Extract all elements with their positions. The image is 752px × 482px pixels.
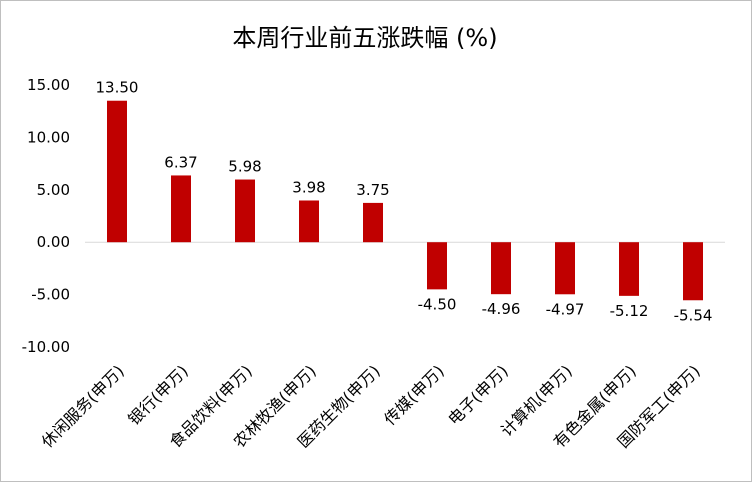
data-label: -5.12: [610, 302, 649, 320]
y-tick-label: 0.00: [37, 233, 70, 251]
bar: [363, 202, 383, 243]
bars: [107, 100, 703, 301]
x-tick-label: 休闲服务(申万): [38, 361, 128, 451]
chart-title: 本周行业前五涨跌幅 (%): [232, 24, 497, 52]
bar: [107, 100, 127, 243]
x-tick-label: 传媒(申万): [380, 361, 448, 429]
x-tick-label: 银行(申万): [124, 361, 192, 429]
data-label: 3.75: [356, 181, 389, 199]
bar: [171, 175, 191, 243]
bar: [683, 242, 703, 301]
bar: [619, 242, 639, 296]
data-label: 6.37: [164, 153, 197, 171]
bar: [555, 242, 575, 295]
y-tick-label: 10.00: [27, 128, 70, 146]
data-label: 3.98: [292, 178, 325, 196]
data-label: -4.96: [482, 300, 521, 318]
data-label: -4.97: [546, 300, 585, 318]
x-tick-label: 电子(申万): [444, 361, 512, 429]
y-axis-ticks: 15.00 10.00 5.00 0.00 -5.00 -10.00: [22, 76, 70, 356]
data-label: -5.54: [674, 306, 713, 324]
bar: [491, 242, 511, 295]
data-label: 5.98: [228, 158, 261, 176]
bar: [235, 179, 255, 243]
data-labels: 13.50 6.37 5.98 3.98 3.75 -4.50 -4.96 -4.97 -5.1…: [96, 79, 713, 325]
bar: [427, 242, 447, 290]
y-tick-label: 5.00: [37, 181, 70, 199]
data-label: 13.50: [96, 79, 139, 97]
x-axis-ticks: 休闲服务(申万)银行(申万)食品饮料(申万)农林牧渔(申万)医药生物(申万)传媒…: [38, 361, 704, 451]
bar: [299, 200, 319, 243]
y-tick-label: 15.00: [27, 76, 70, 94]
y-tick-label: -10.00: [22, 338, 70, 356]
data-label: -4.50: [418, 295, 457, 313]
y-tick-label: -5.00: [31, 286, 70, 304]
